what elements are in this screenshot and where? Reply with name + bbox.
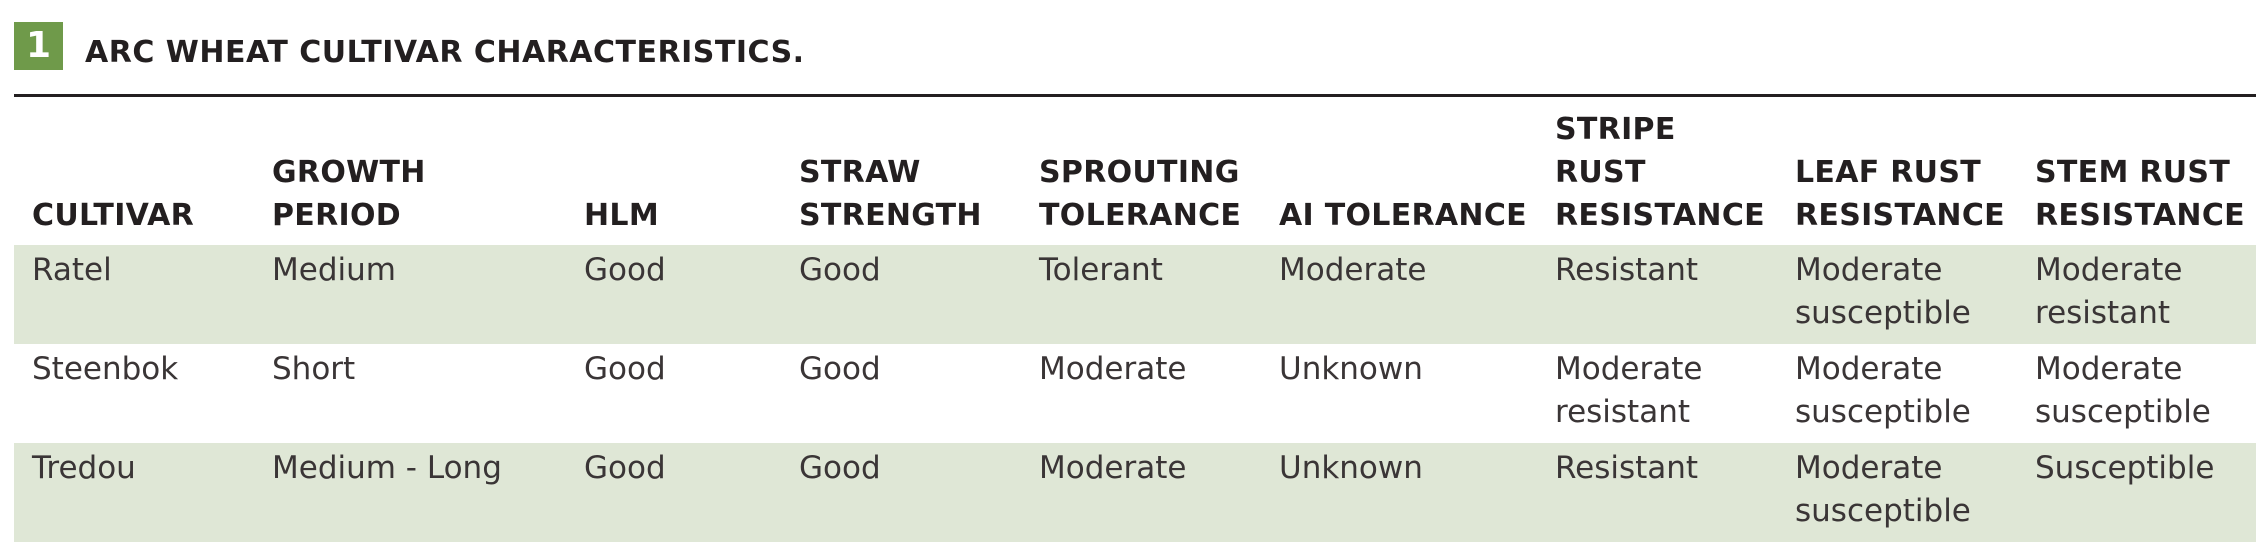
table-cell: Unknown [1279, 351, 1423, 387]
column-header-straw-strength: STRAW STRENGTH [799, 155, 982, 233]
table-number-badge: 1 [14, 22, 63, 70]
table-cell: Susceptible [2017, 443, 2256, 542]
table-cell: Unknown [1261, 443, 1537, 542]
table-title-row: 1 ARC WHEAT CULTIVAR CHARACTERISTICS. [14, 22, 805, 70]
table-row: Steenbok Short Good Good Moderate Unknow… [14, 344, 2256, 443]
table-cell: Medium [254, 245, 566, 344]
table-cell: Good [584, 351, 666, 387]
title-divider [14, 94, 2256, 97]
table-cell: Moderate resistant [2017, 245, 2256, 344]
table-cell: Tredou [14, 443, 254, 542]
table-cell: Moderate susceptible [1795, 351, 1971, 430]
table-cell: Good [566, 245, 781, 344]
table-cell: Good [781, 443, 1021, 542]
cultivar-table: CULTIVAR GROWTH PERIOD HLM STRAW STRENGT… [14, 108, 2256, 542]
table-header: CULTIVAR GROWTH PERIOD HLM STRAW STRENGT… [14, 108, 2256, 245]
table-cell: Ratel [14, 245, 254, 344]
table-cell: Resistant [1537, 245, 1777, 344]
table-title: ARC WHEAT CULTIVAR CHARACTERISTICS. [85, 34, 805, 70]
column-header-stripe-rust-resistance: STRIPE RUST RESISTANCE [1555, 112, 1765, 233]
table-cell: Short [272, 351, 356, 387]
column-header-ai-tolerance: AI TOLERANCE [1279, 198, 1527, 233]
table-cell: Moderate [1039, 351, 1187, 387]
table-row: Ratel Medium Good Good Tolerant Moderate… [14, 245, 2256, 344]
column-header-growth-period: GROWTH PERIOD [272, 155, 426, 233]
table-cell: Medium - Long [254, 443, 566, 542]
table-cell: Moderate [1021, 443, 1261, 542]
table-cell: Good [781, 245, 1021, 344]
table-cell: Moderate susceptible [2035, 351, 2211, 430]
column-header-cultivar: CULTIVAR [32, 198, 195, 233]
column-header-sprouting-tolerance: SPROUTING TOLERANCE [1039, 155, 1242, 233]
table-cell: Tolerant [1021, 245, 1261, 344]
column-header-leaf-rust-resistance: LEAF RUST RESISTANCE [1795, 155, 2005, 233]
table-row: Tredou Medium - Long Good Good Moderate … [14, 443, 2256, 542]
table-cell: Good [566, 443, 781, 542]
table-cell: Moderate susceptible [1777, 443, 2017, 542]
table-cell: Good [799, 351, 881, 387]
column-header-hlm: HLM [584, 198, 659, 233]
table-cell: Steenbok [32, 351, 179, 387]
table-cell: Resistant [1537, 443, 1777, 542]
table-cell: Moderate resistant [1555, 351, 1703, 430]
column-header-stem-rust-resistance: STEM RUST RESISTANCE [2035, 155, 2245, 233]
header-row: CULTIVAR GROWTH PERIOD HLM STRAW STRENGT… [14, 108, 2256, 245]
table-cell: Moderate [1261, 245, 1537, 344]
table-cell: Moderate susceptible [1777, 245, 2017, 344]
